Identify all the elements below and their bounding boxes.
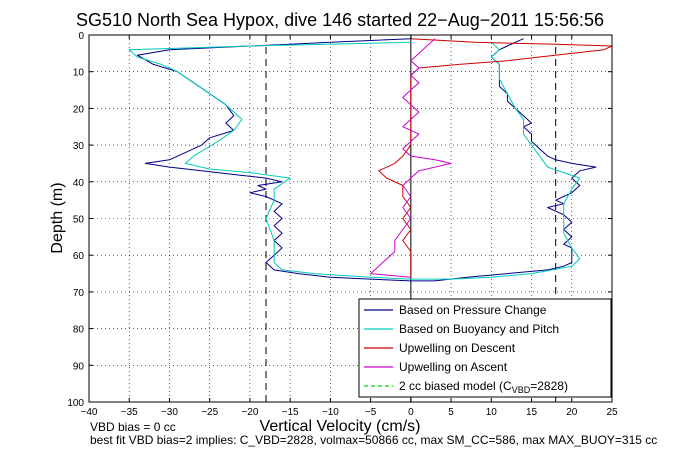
chart-title: SG510 North Sea Hypox, dive 146 started … — [76, 10, 604, 30]
x-tick-label: 20 — [566, 407, 578, 418]
x-tick-label: 15 — [526, 407, 538, 418]
x-tick-label: −30 — [161, 407, 178, 418]
legend-label: Upwelling on Descent — [399, 341, 516, 355]
x-tick-label: −25 — [201, 407, 218, 418]
x-tick-label: −20 — [241, 407, 258, 418]
legend-label: Upwelling on Ascent — [399, 360, 508, 374]
x-tick-label: 0 — [408, 407, 414, 418]
legend-label: 2 cc biased model (CVBD=2828) — [399, 379, 568, 395]
y-tick-label: 70 — [73, 288, 85, 299]
footer-best-fit: best fit VBD bias=2 implies: C_VBD=2828,… — [90, 433, 657, 447]
y-tick-label: 50 — [73, 215, 85, 226]
series-line-based-on-buoyancy-and-pitch — [128, 41, 581, 280]
legend-box — [358, 298, 612, 398]
x-tick-label: 5 — [448, 407, 454, 418]
legend-label: Based on Pressure Change — [399, 303, 547, 317]
y-axis-label: Depth (m) — [49, 182, 66, 253]
series-line-based-on-pressure-change — [136, 38, 597, 282]
x-tick-label: −35 — [121, 407, 138, 418]
y-tick-label: 0 — [78, 31, 84, 42]
y-tick-label: 30 — [73, 141, 85, 152]
x-tick-label: −5 — [365, 407, 377, 418]
series-line-upwelling-on-ascent — [370, 38, 452, 278]
y-tick-label: 40 — [73, 178, 85, 189]
x-tick-label: 25 — [606, 407, 618, 418]
y-tick-label: 90 — [73, 361, 85, 372]
legend-label: Based on Buoyancy and Pitch — [399, 322, 559, 336]
y-tick-label: 10 — [73, 68, 85, 79]
y-tick-label: 20 — [73, 104, 85, 115]
footer-vbd-bias: VBD bias = 0 cc — [90, 420, 176, 434]
y-tick-label: 100 — [67, 398, 84, 409]
x-tick-label: −15 — [282, 407, 299, 418]
x-tick-label: −10 — [322, 407, 339, 418]
axis-ticks: −40 −35 −30 −25 −20 −15 −10 −5 0 5 10 15 20 25 0 10 20 30… — [67, 31, 618, 418]
x-tick-label: −40 — [81, 407, 98, 418]
series-line-upwelling-on-descent — [378, 38, 613, 278]
x-tick-label: 10 — [486, 407, 498, 418]
y-tick-label: 60 — [73, 251, 85, 262]
x-axis-label: Vertical Velocity (cm/s) — [260, 418, 421, 435]
legend: Based on Pressure Change Based on Buoyanc… — [358, 298, 612, 398]
y-tick-label: 80 — [73, 325, 85, 336]
data-series — [128, 38, 613, 282]
